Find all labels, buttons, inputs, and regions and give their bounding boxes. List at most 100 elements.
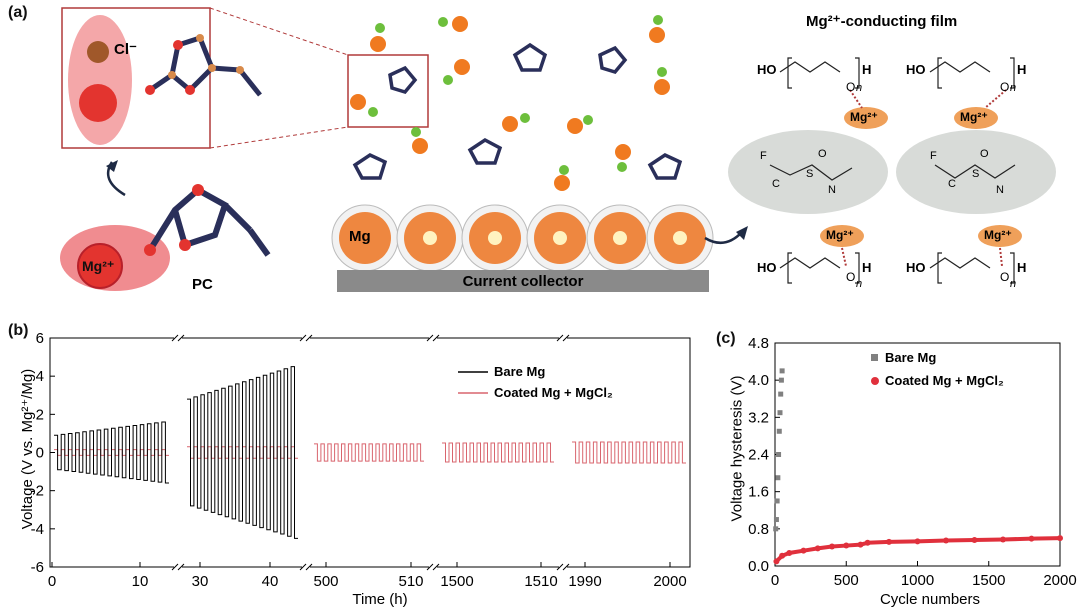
series-bare-segment	[187, 366, 298, 539]
x-tick-label: 10	[132, 573, 149, 590]
tfsi-atom-n2: N	[996, 184, 1004, 196]
y-tick-label: 6	[36, 330, 44, 347]
chloride-label: Cl⁻	[114, 41, 137, 58]
film-mg-ion-1: Mg²⁺	[850, 110, 878, 124]
axis-break-mark	[177, 563, 185, 571]
point-bare	[776, 452, 782, 457]
current-collector-bar	[337, 270, 709, 292]
panel-c-legend-coated: Coated Mg + MgCl₂	[885, 373, 1004, 388]
point-bare	[774, 498, 780, 504]
axis-break-mark	[426, 334, 434, 342]
tfsi-atom-o2: O	[980, 148, 989, 160]
axis-break-gap	[429, 564, 437, 570]
peg-ho-2: HO	[906, 62, 926, 77]
peg-chains	[779, 57, 1015, 284]
peg-h-3: H	[862, 260, 872, 275]
y-tick-label: 1.6	[748, 484, 769, 501]
ion-pair-bubble	[68, 15, 132, 145]
peg-o-4: O	[1000, 270, 1010, 284]
axis-break-mark	[305, 334, 313, 342]
pc-label: PC	[192, 276, 213, 293]
x-tick-label: 1510	[524, 573, 557, 590]
x-tick-label: 2000	[653, 573, 686, 590]
axis-break-mark	[432, 334, 440, 342]
mg-ion	[77, 243, 123, 289]
zoom-line-top	[209, 7, 349, 56]
pc-molecules-small	[352, 42, 683, 180]
y-tick-label: 3.2	[748, 409, 769, 426]
x-tick-label: 500	[313, 573, 338, 590]
axis-break-gap	[302, 564, 310, 570]
axis-break-mark	[562, 563, 570, 571]
y-tick-label: -2	[31, 483, 44, 500]
series-coated-segment	[442, 442, 554, 463]
point-bare	[777, 410, 783, 416]
x-tick-label: 1500	[440, 573, 473, 590]
x-tick-label: 2000	[1043, 572, 1076, 589]
x-tick-label: 0	[48, 573, 56, 590]
panel-a-label: (a)	[8, 4, 28, 21]
point-bare	[778, 391, 784, 397]
zoom-line-bottom	[209, 126, 349, 149]
film-mg-ion-4: Mg²⁺	[984, 228, 1012, 242]
axis-break-mark	[562, 334, 570, 342]
tfsi-atom-c2: C	[948, 178, 956, 190]
x-tick-label: 500	[834, 572, 859, 589]
peg-n-1: n	[856, 82, 863, 94]
y-tick-label: 4	[36, 368, 44, 385]
panel-b-legend-bare: Bare Mg	[494, 364, 546, 379]
axis-break-mark	[305, 563, 313, 571]
film-mg-ion-3: Mg²⁺	[826, 228, 854, 242]
axis-break-mark	[426, 563, 434, 571]
mg-particles	[331, 204, 714, 272]
axis-break-mark	[299, 334, 307, 342]
series-coated-line	[775, 536, 1061, 563]
panel-b-xlabel: Time (h)	[352, 591, 408, 608]
tfsi-ovals	[728, 130, 1056, 214]
x-tick-label: 510	[398, 573, 423, 590]
peg-n-2: n	[1010, 82, 1017, 94]
y-tick-label: 0.0	[748, 558, 769, 575]
tfsi-atom-n1: N	[828, 184, 836, 196]
series-coated-segment	[572, 441, 686, 464]
series-coated-segment	[314, 443, 424, 462]
axis-break-mark	[299, 563, 307, 571]
x-tick-label: 1990	[568, 573, 601, 590]
peg-o-2: O	[1000, 80, 1010, 94]
axis-break-mark	[171, 334, 179, 342]
tfsi-atom-s2: S	[972, 168, 980, 180]
x-tick-label: 30	[192, 573, 209, 590]
panel-c-legend-bare: Bare Mg	[885, 350, 937, 365]
x-tick-label: 1500	[972, 572, 1005, 589]
peg-ho-1: HO	[757, 62, 777, 77]
panel-c-label: (c)	[716, 330, 736, 347]
tfsi-atom-o1: O	[818, 148, 827, 160]
axis-break-mark	[556, 334, 564, 342]
peg-o-1: O	[846, 80, 856, 94]
x-tick-label: 0	[771, 572, 779, 589]
tfsi-atom-s1: S	[806, 168, 814, 180]
plot-frame	[49, 337, 691, 568]
x-tick-label: 1000	[901, 572, 934, 589]
axis-break-mark	[177, 334, 185, 342]
peg-ho-4: HO	[906, 260, 926, 275]
tfsi-bonds	[769, 164, 1016, 181]
coordination-lines	[841, 89, 1007, 267]
y-tick-label: 2	[36, 406, 44, 423]
zoom-source-box	[347, 54, 429, 128]
mg-ion-ovals	[820, 107, 1022, 247]
mg-metal-label: Mg	[349, 228, 371, 245]
point-bare	[773, 517, 779, 523]
axis-break-gap	[174, 564, 182, 570]
point-bare	[778, 377, 784, 383]
tfsi-atom-c1: C	[772, 178, 780, 190]
y-tick-label: -4	[31, 521, 44, 538]
panel-c-ylabel: Voltage hysteresis (V)	[728, 375, 746, 522]
scattered-species	[350, 15, 670, 191]
chloride-ion	[87, 41, 109, 63]
mg-ion-label: Mg²⁺	[82, 258, 115, 274]
y-tick-label: 2.4	[748, 447, 769, 464]
axis-break-gap	[302, 335, 310, 341]
legend-bare-swatch	[871, 354, 878, 361]
axis-break-mark	[171, 563, 179, 571]
